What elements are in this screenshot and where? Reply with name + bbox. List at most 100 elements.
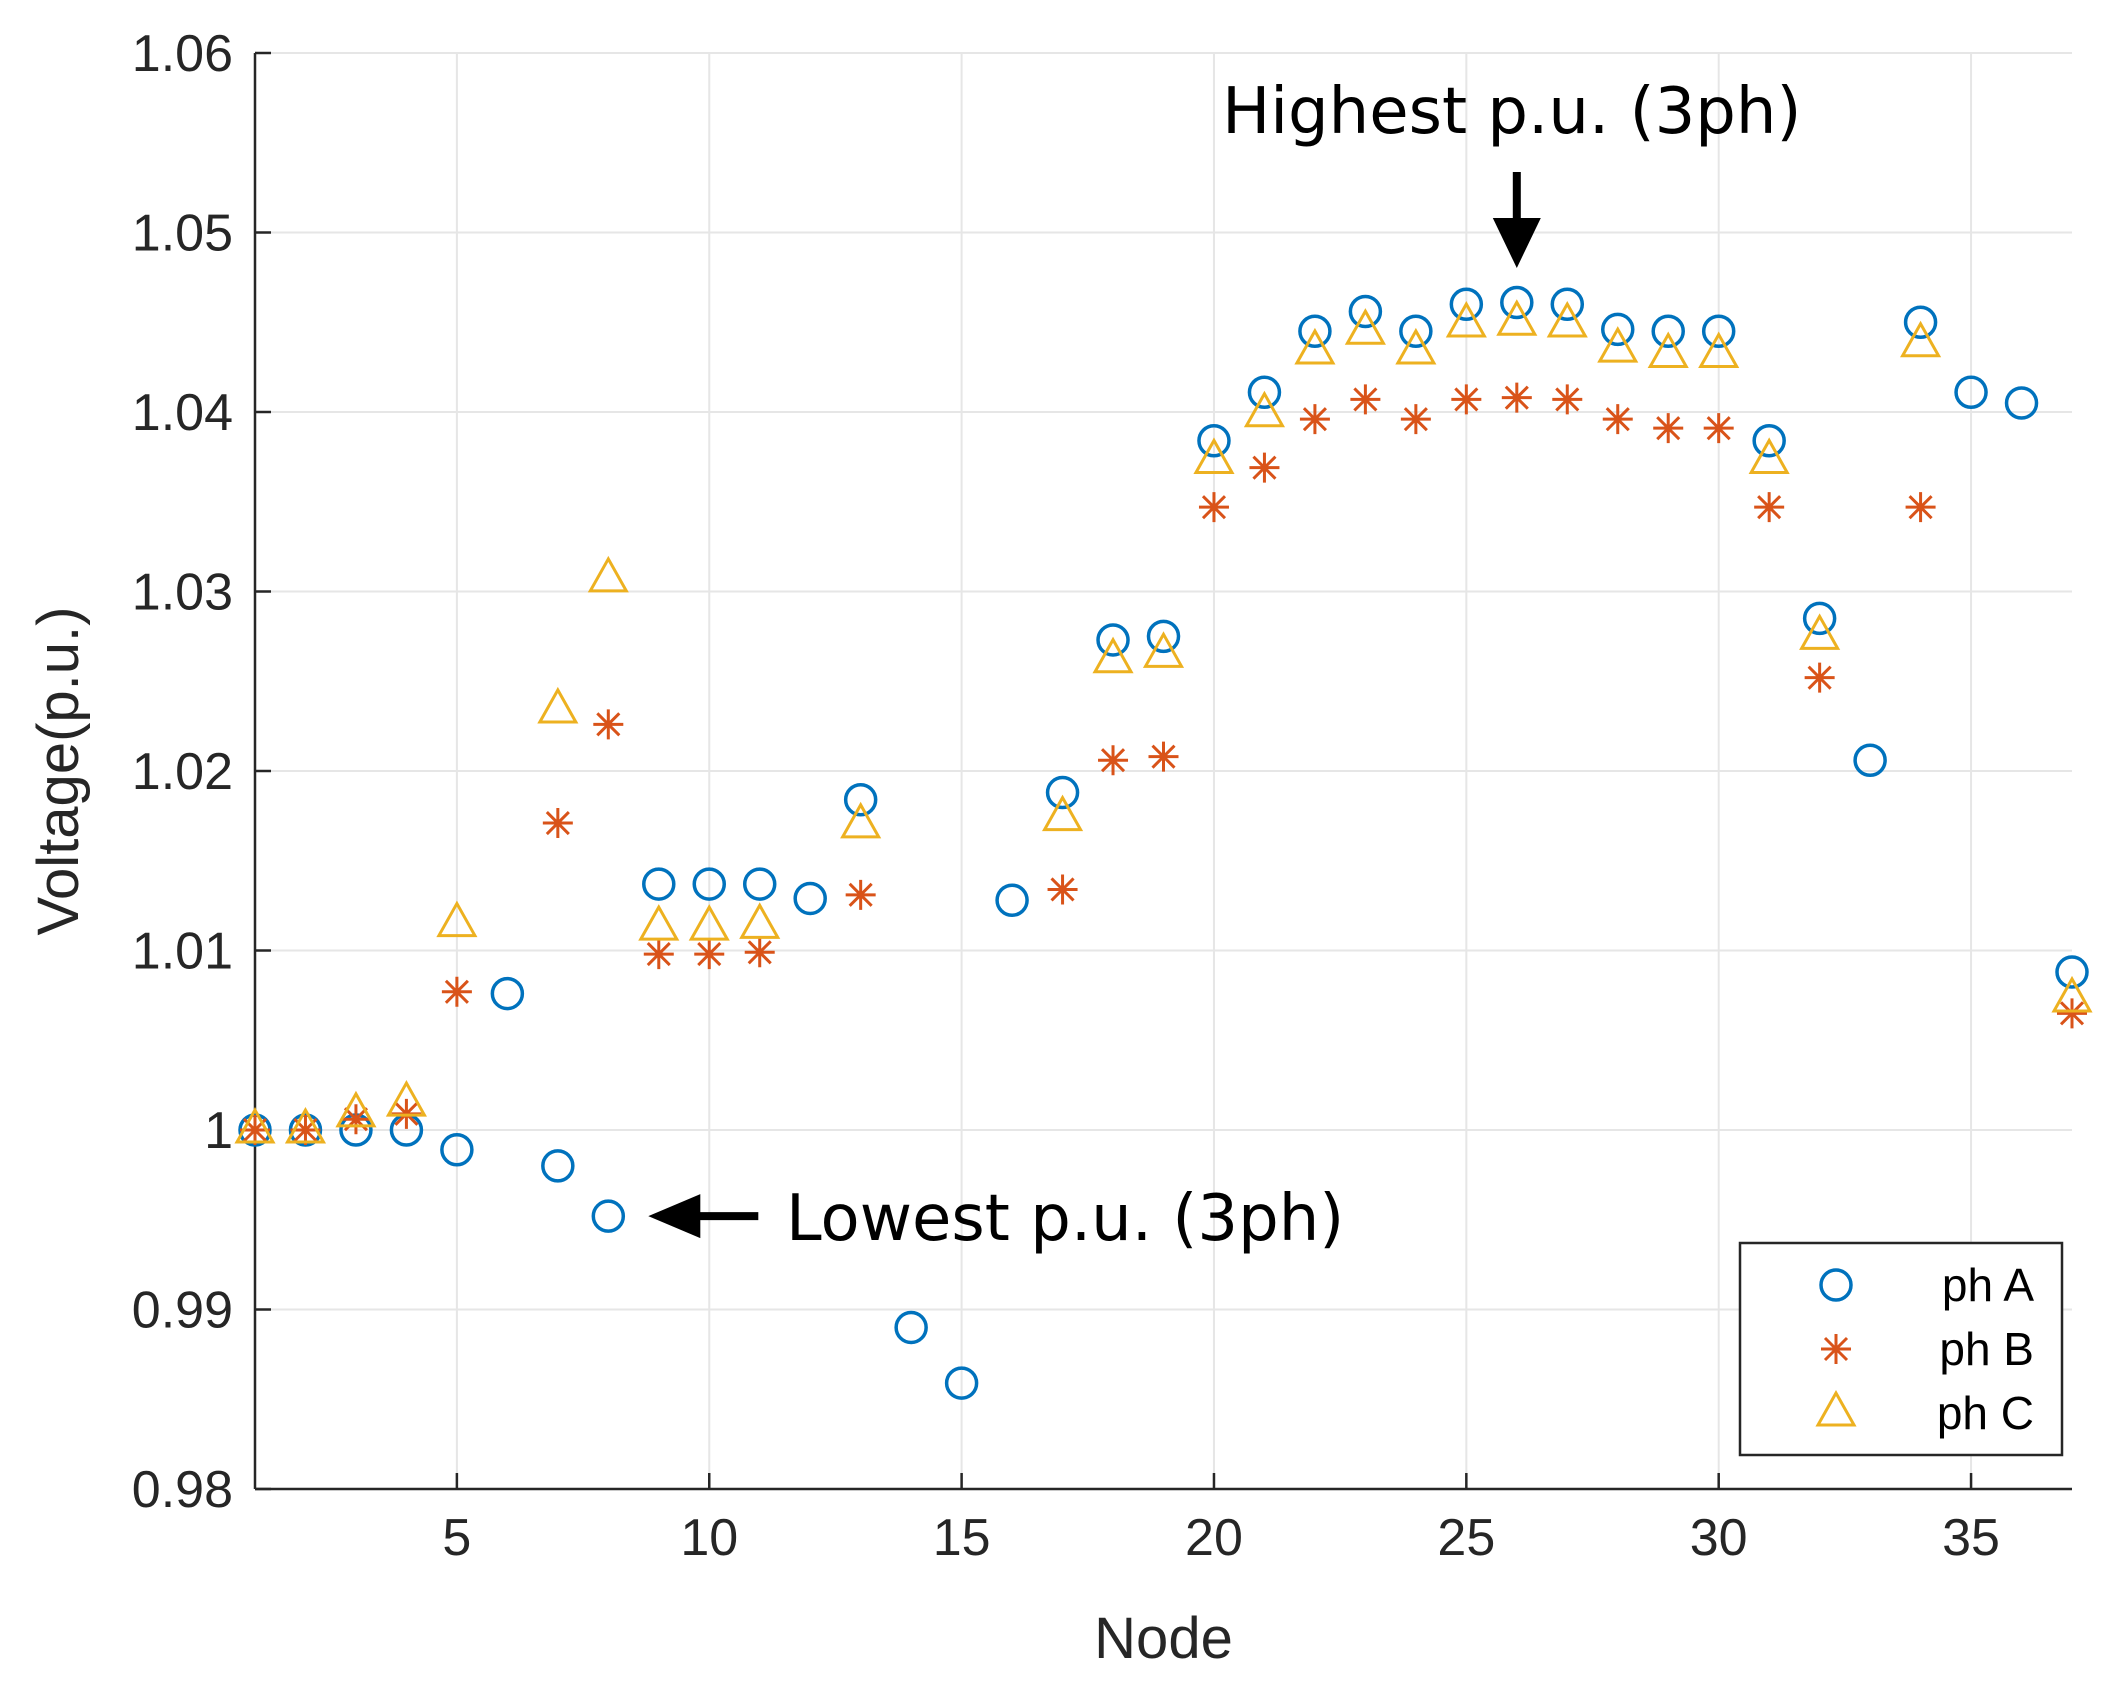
data-point-ph-c [1092, 636, 1134, 674]
x-axis-title: Node [1094, 1606, 1233, 1671]
data-point-ph-b [1804, 662, 1835, 693]
data-point-ph-a [1146, 619, 1181, 654]
data-point-ph-c [1597, 326, 1639, 363]
data-point-ph-b [1098, 745, 1129, 776]
y-axis-title: Voltage(p.u.) [26, 607, 91, 936]
data-point-ph-b [1350, 384, 1381, 415]
data-point-ph-c [2051, 975, 2093, 1013]
data-point-ph-b [1653, 413, 1684, 444]
data-point-ph-c [739, 902, 781, 939]
data-point-ph-a [1853, 743, 1887, 777]
data-point-ph-b [694, 939, 725, 970]
y-tick-label: 1.06 [132, 25, 233, 83]
data-point-ph-a [894, 1310, 928, 1345]
legend-label-ph-c: ph C [1937, 1387, 2034, 1439]
legend-label-ph-a: ph A [1942, 1259, 2034, 1311]
data-point-ph-c [1698, 331, 1740, 369]
data-point-ph-b [290, 1115, 321, 1145]
data-point-ph-a [1802, 601, 1837, 636]
data-point-ph-c [537, 686, 579, 724]
annotation-highest: Highest p.u. (3ph) [1222, 75, 1801, 149]
annotation-lowest: Lowest p.u. (3ph) [786, 1182, 1344, 1256]
data-marks [234, 285, 2093, 1400]
y-tick-label: 0.99 [132, 1282, 233, 1340]
data-point-ph-b [1552, 384, 1583, 415]
data-point-ph-c [1041, 794, 1084, 832]
data-point-ph-a [1399, 314, 1433, 348]
data-point-ph-b [845, 879, 876, 910]
data-point-ph-c [1344, 308, 1386, 345]
data-point-ph-c [1647, 331, 1689, 369]
series-ph-c [234, 299, 2093, 1144]
legend-marker-ph-c [1815, 1389, 1857, 1427]
annotation-arrowhead-left [648, 1194, 701, 1239]
data-point-ph-b [1703, 413, 1734, 444]
y-tick-label: 1.05 [132, 205, 233, 263]
data-point-ph-b [542, 808, 573, 839]
data-point-ph-c [1748, 437, 1790, 474]
data-point-ph-c [638, 904, 680, 941]
data-point-ph-c [335, 1090, 377, 1128]
data-point-ph-a [1247, 375, 1282, 410]
data-point-ph-c [234, 1106, 276, 1144]
data-point-ph-a [1298, 314, 1332, 348]
legend-marker-ph-a [1819, 1268, 1853, 1302]
x-tick-label: 15 [933, 1509, 991, 1567]
data-point-ph-c [1193, 437, 1235, 474]
data-point-ph-b [643, 939, 674, 970]
data-point-ph-b [1754, 492, 1785, 523]
data-point-ph-c [1799, 613, 1841, 650]
legend-marker-ph-b [1821, 1334, 1851, 1364]
data-point-ph-a [1348, 294, 1383, 329]
data-point-ph-c [1294, 327, 1336, 365]
data-point-ph-b [1451, 384, 1482, 415]
data-point-ph-b [744, 937, 775, 968]
data-point-ph-a [1550, 287, 1585, 322]
x-tick-label: 10 [680, 1509, 738, 1567]
data-point-ph-b [340, 1104, 371, 1135]
y-tick-label: 1.04 [132, 384, 233, 442]
data-point-ph-a [1752, 423, 1786, 458]
data-point-ph-a [1954, 375, 1988, 410]
data-point-ph-a [995, 883, 1029, 917]
data-point-ph-a [642, 867, 676, 901]
data-point-ph-a [440, 1132, 474, 1167]
data-point-ph-b [1198, 492, 1229, 523]
series-ph-b [240, 382, 2087, 1145]
x-tick-label: 30 [1690, 1509, 1748, 1567]
data-point-ph-b [593, 709, 624, 740]
data-point-ph-c [1496, 299, 1538, 336]
data-point-ph-c [1142, 631, 1185, 668]
data-point-ph-c [840, 801, 882, 839]
data-point-ph-c [1445, 300, 1487, 338]
data-point-ph-a [541, 1149, 575, 1183]
data-point-ph-a [843, 782, 878, 817]
annotation-arrowhead-down [1492, 218, 1541, 268]
data-point-ph-b [240, 1115, 270, 1145]
data-point-ph-b [441, 976, 472, 1007]
data-point-ph-a [490, 976, 525, 1011]
y-tick-label: 1.01 [132, 923, 233, 981]
data-point-ph-c [1243, 390, 1286, 428]
data-point-ph-b [1905, 492, 1936, 523]
data-point-ph-b [2057, 998, 2087, 1029]
data-point-ph-b [1501, 382, 1532, 413]
x-tick-label: 25 [1437, 1509, 1495, 1567]
data-point-ph-a [1449, 287, 1484, 322]
data-point-ph-a [2055, 955, 2089, 989]
data-point-ph-a [1500, 285, 1534, 320]
data-point-ph-a [591, 1199, 626, 1233]
data-point-ph-a [742, 867, 777, 901]
x-tick-label: 20 [1185, 1509, 1243, 1567]
y-tick-label: 1.02 [132, 743, 233, 801]
data-point-ph-a [2004, 386, 2039, 420]
data-point-ph-a [1045, 775, 1080, 810]
data-point-ph-c [1900, 320, 1942, 358]
data-point-ph-b [1047, 874, 1078, 905]
data-point-ph-c [284, 1106, 327, 1144]
axes: 5 10 15 20 25 30 35 0.98 0.99 1 1.01 1.02 1.03 1.04 1.… [132, 25, 2072, 1567]
legend-box [1738, 1241, 2064, 1457]
y-tick-label: 0.98 [132, 1461, 233, 1519]
